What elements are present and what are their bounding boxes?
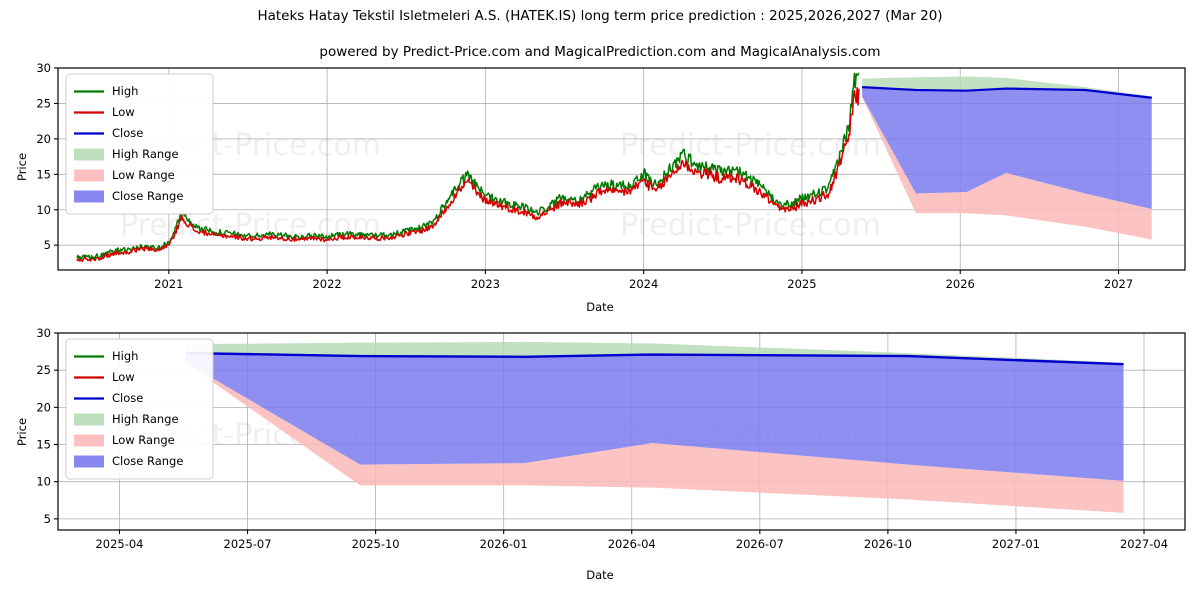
high-range-band [862, 76, 1152, 98]
legend-item-label: High [112, 84, 138, 98]
legend-item-label: Close [112, 126, 143, 140]
svg-text:Predict-Price.com: Predict-Price.com [620, 128, 881, 163]
y-tick-label: 15 [36, 438, 51, 452]
legend-item: High [74, 349, 138, 363]
bottom-chart-ylabel: Price [15, 417, 29, 447]
y-tick-label: 10 [36, 203, 51, 217]
legend-item: Close Range [74, 189, 183, 203]
y-tick-label: 10 [36, 475, 51, 489]
axes-frame [57, 332, 1186, 531]
legend-item: High Range [74, 412, 179, 426]
y-tick-label: 25 [36, 96, 51, 110]
legend-patch-swatch [74, 190, 104, 203]
legend-item: High [74, 84, 138, 98]
axes-frame [57, 67, 1186, 271]
bottom-chart-xlabel: Date [586, 568, 614, 582]
legend-item-label: Low Range [112, 433, 175, 447]
legend-patch-swatch [74, 434, 104, 447]
legend-item-label: Low [112, 370, 135, 384]
legend-item-label: High [112, 349, 138, 363]
x-tick-label: 2026 [946, 277, 975, 291]
legend-patch-swatch [74, 455, 104, 468]
legend-item-label: Close [112, 391, 143, 405]
bottom-chart-svg: Predict-Price.comPredict-Price.com510152… [36, 326, 1186, 550]
legend-patch-swatch [74, 413, 104, 426]
x-tick-label: 2025-07 [224, 537, 272, 550]
y-tick-label: 15 [36, 167, 51, 181]
x-tick-label: 2027-04 [1120, 537, 1168, 550]
legend-item-label: Low [112, 105, 135, 119]
y-tick-label: 25 [36, 363, 51, 377]
legend-item: Close [74, 126, 143, 140]
y-tick-label: 20 [36, 132, 51, 146]
x-tick-label: 2021 [154, 277, 183, 291]
close-line [862, 86, 1152, 99]
legend-item-label: High Range [112, 147, 179, 161]
x-tick-label: 2024 [629, 277, 658, 291]
watermark: Predict-Price.com Predict-Price.comPredic… [120, 128, 881, 243]
y-tick-label: 5 [44, 238, 51, 252]
y-tick-label: 30 [36, 61, 51, 75]
y-tick-label: 20 [36, 400, 51, 414]
top-chart-xlabel: Date [586, 300, 614, 314]
y-tick-label: 5 [44, 512, 51, 526]
x-tick-label: 2026-07 [736, 537, 784, 550]
legend-patch-swatch [74, 169, 104, 182]
x-tick-label: 2025 [787, 277, 816, 291]
top-chart-svg: Predict-Price.com Predict-Price.comPredic… [36, 61, 1186, 291]
low-range-band [862, 96, 1152, 240]
low-line [76, 86, 860, 263]
legend-item-label: Low Range [112, 168, 175, 182]
close-range-band [862, 87, 1152, 210]
x-tick-label: 2026-10 [864, 537, 912, 550]
x-tick-label: 2027 [1104, 277, 1133, 291]
legend-item-label: Close Range [112, 189, 183, 203]
x-tick-label: 2027-01 [992, 537, 1040, 550]
x-tick-label: 2025-04 [95, 537, 143, 550]
high-range-band [186, 341, 1124, 365]
legend-item-label: Close Range [112, 454, 183, 468]
low-range-band [186, 362, 1124, 513]
bottom-chart-panel: Predict-Price.comPredict-Price.com510152… [0, 325, 1200, 550]
x-tick-label: 2026-04 [608, 537, 656, 550]
legend-item: Low [74, 370, 135, 384]
close-range-band [186, 353, 1124, 481]
top-chart-ylabel: Price [15, 152, 29, 182]
legend-item: Low Range [74, 168, 175, 182]
high-line [76, 72, 860, 261]
y-tick-label: 30 [36, 326, 51, 340]
svg-text:Predict-Price.com: Predict-Price.com [620, 208, 881, 243]
x-tick-label: 2025-10 [352, 537, 400, 550]
top-chart-panel: Predict-Price.com Predict-Price.com Predic… [0, 60, 1200, 315]
figure-title: Hateks Hatay Tekstil Isletmeleri A.S. (H… [257, 8, 943, 24]
legend: High Low Close High Range Low Range Close Ran… [65, 338, 214, 480]
legend: High Low Close High Range Low Range Close Ran… [65, 73, 214, 215]
legend-item-label: High Range [112, 412, 179, 426]
x-tick-label: 2022 [312, 277, 341, 291]
x-tick-label: 2023 [471, 277, 500, 291]
figure-subtitle: powered by Predict-Price.com and Magical… [319, 44, 881, 60]
legend-item: Close Range [74, 454, 183, 468]
x-tick-label: 2026-01 [480, 537, 528, 550]
legend-item: Low [74, 105, 135, 119]
close-line [186, 351, 1124, 366]
legend-item: Low Range [74, 433, 175, 447]
legend-item: High Range [74, 147, 179, 161]
legend-patch-swatch [74, 148, 104, 161]
legend-item: Close [74, 391, 143, 405]
